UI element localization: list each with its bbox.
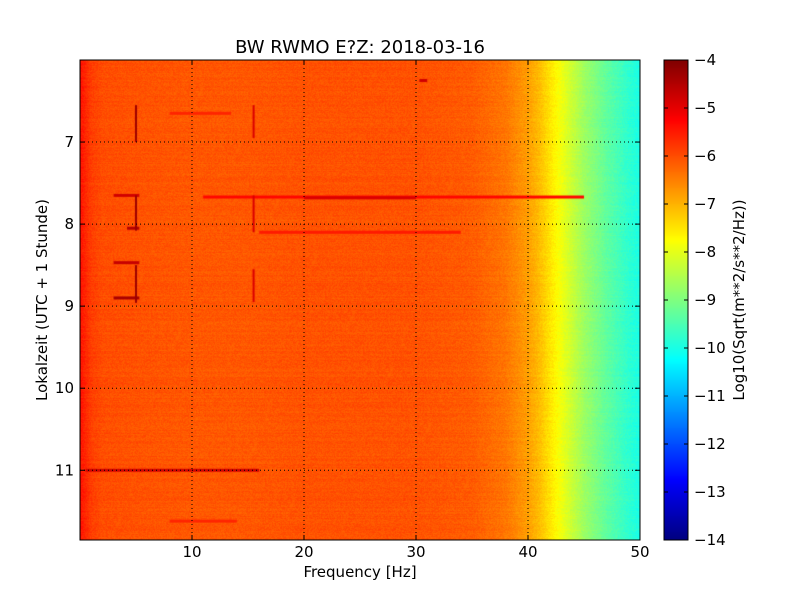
colorbar-tick-label-9: −13	[694, 483, 726, 501]
colorbar-label: Log10(Sqrt(m**2/s**2/Hz))	[730, 199, 748, 400]
y-tick-label-4: 11	[55, 461, 74, 479]
colorbar-tick-label-4: −8	[694, 243, 716, 261]
colorbar-tick-label-8: −12	[694, 435, 726, 453]
colorbar-tick-label-6: −10	[694, 339, 726, 357]
y-axis-ticks: 7 8 9 10 11	[55, 133, 640, 479]
y-tick-label-2: 9	[64, 297, 74, 315]
colorbar-tick-label-0: −4	[694, 51, 716, 69]
colorbar-tick-label-7: −11	[694, 387, 726, 405]
x-axis-ticks: 10 20 30 40 50	[182, 60, 650, 561]
colorbar-tick-label-2: −6	[694, 147, 716, 165]
plot-frame	[79, 59, 641, 541]
y-tick-label-0: 7	[64, 133, 74, 151]
colorbar-tick-label-5: −9	[694, 291, 716, 309]
colorbar-tick-label-3: −7	[694, 195, 716, 213]
x-axis-label: Frequency [Hz]	[303, 563, 416, 581]
x-tick-label-0: 10	[182, 543, 201, 561]
chart-title: BW RWMO E?Z: 2018-03-16	[235, 37, 485, 58]
x-tick-label-1: 20	[294, 543, 313, 561]
x-tick-label-2: 30	[406, 543, 425, 561]
y-axis-label: Lokalzeit (UTC + 1 Stunde)	[33, 199, 51, 401]
colorbar-tick-label-10: −14	[694, 531, 726, 549]
spectrogram-heatmap	[80, 60, 640, 540]
colorbar-tick-label-1: −5	[694, 99, 716, 117]
y-tick-label-3: 10	[55, 379, 74, 397]
x-tick-label-4: 50	[630, 543, 649, 561]
colorbar-ticks: −4 −5 −6 −7 −8 −9 −10 −11 −12 −13 −14	[664, 51, 726, 549]
x-tick-label-3: 40	[518, 543, 537, 561]
grid-lines	[80, 60, 640, 540]
y-tick-label-1: 8	[64, 215, 74, 233]
